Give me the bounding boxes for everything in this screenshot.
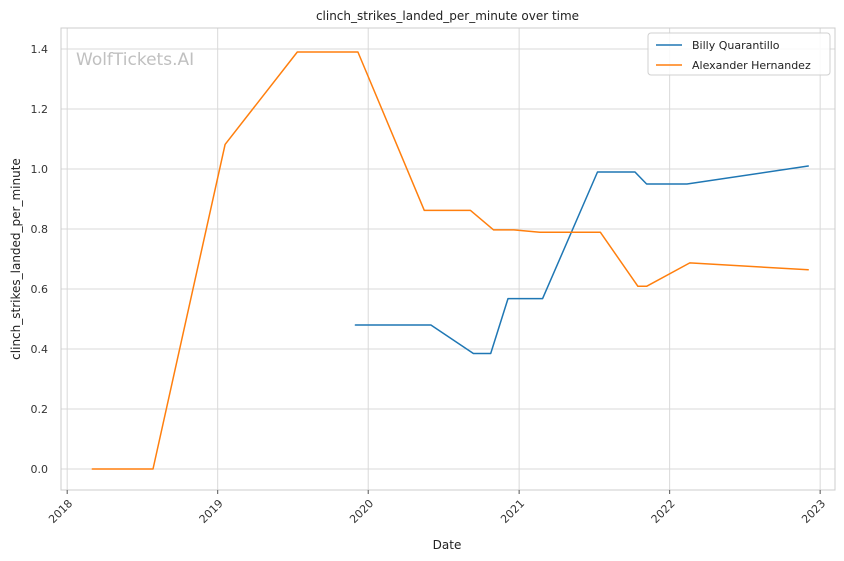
legend: Billy Quarantillo Alexander Hernandez (647, 32, 831, 76)
legend-label-billy-quarantillo: Billy Quarantillo (692, 39, 780, 52)
chart-title: clinch_strikes_landed_per_minute over ti… (316, 9, 579, 23)
y-tick-label: 1.0 (31, 163, 49, 176)
y-tick-label: 0.4 (31, 343, 49, 356)
y-tick-label: 1.2 (31, 103, 49, 116)
y-tick-label: 0.6 (31, 283, 49, 296)
series-lines (91, 51, 809, 470)
y-tick-label: 1.4 (31, 43, 49, 56)
y-tick-label: 0.8 (31, 223, 49, 236)
watermark-text: WolfTickets.AI (76, 50, 194, 70)
x-axis-label: Date (433, 538, 462, 552)
y-tick-label: 0.0 (31, 463, 49, 476)
legend-label-alexander-hernandez: Alexander Hernandez (692, 59, 811, 72)
plot-area-border (60, 27, 836, 491)
y-axis-label: clinch_strikes_landed_per_minute (9, 158, 23, 360)
legend-box (647, 32, 831, 76)
y-tick-label: 0.2 (31, 403, 49, 416)
series-line-billy-quarantillo (354, 165, 809, 355)
series-line-alexander-hernandez (91, 51, 809, 470)
